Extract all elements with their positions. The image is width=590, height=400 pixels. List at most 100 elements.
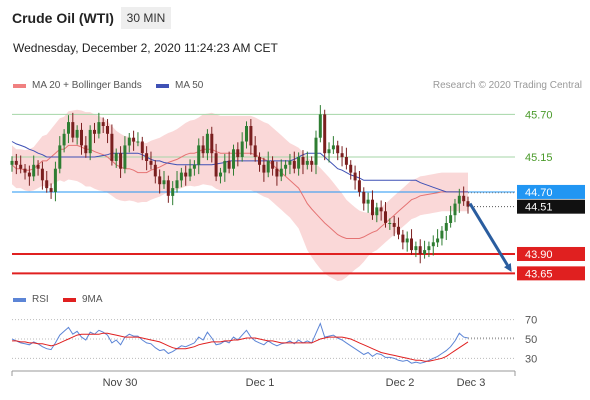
candle-body xyxy=(427,246,431,251)
candle-body xyxy=(371,199,374,216)
candle-body xyxy=(414,246,418,251)
candle-body xyxy=(19,164,23,169)
candle-body xyxy=(440,230,444,239)
candle-body xyxy=(119,153,123,169)
x-tick-label-2: Dec 2 xyxy=(386,377,415,389)
candle-body xyxy=(210,133,214,154)
candle-body xyxy=(179,172,183,181)
level-tag-3 xyxy=(517,246,585,261)
candle-body xyxy=(80,129,83,146)
candle-body xyxy=(279,168,283,177)
candle-body xyxy=(253,145,257,157)
candle-body xyxy=(23,168,27,173)
legend-label-ma20: MA 20 + Bollinger Bands xyxy=(32,80,142,91)
candle-body xyxy=(45,180,49,189)
candle-body xyxy=(188,168,192,177)
candle-body xyxy=(353,172,357,181)
candle-body xyxy=(53,168,57,192)
candle-body xyxy=(405,238,409,243)
last-price-tag-label: 44.51 xyxy=(525,202,553,214)
candle-body xyxy=(171,188,175,196)
candle-body xyxy=(266,160,270,173)
level-tag-label-4: 43.65 xyxy=(525,268,553,280)
candle-body xyxy=(349,164,353,173)
candle-body xyxy=(431,242,435,247)
candle-body xyxy=(258,157,261,165)
candle-body xyxy=(318,114,322,138)
candle-body xyxy=(366,199,370,204)
rsi-tick-label-50: 50 xyxy=(525,334,537,346)
candle-body xyxy=(232,149,235,169)
candle-body xyxy=(158,176,162,185)
candle-body xyxy=(340,153,344,158)
candle-body xyxy=(71,122,75,138)
candle-body xyxy=(197,145,201,165)
timeframe-badge[interactable]: 30 MIN xyxy=(121,7,171,29)
candle-body xyxy=(114,153,118,161)
candle-body xyxy=(401,234,405,243)
candle-body xyxy=(140,141,144,154)
candle-body xyxy=(32,164,36,177)
x-tick-label-3: Dec 3 xyxy=(457,377,486,389)
legend-ma20-bollinger: MA 20 + Bollinger Bands xyxy=(13,80,142,91)
level-tag-label-3: 43.90 xyxy=(525,249,553,261)
candle-body xyxy=(327,149,331,154)
candle-body xyxy=(153,164,157,177)
candle-body xyxy=(149,160,153,165)
forecast-arrow xyxy=(468,202,512,272)
candle-body xyxy=(314,137,318,165)
candle-body xyxy=(162,180,166,185)
legend-swatch-ma50 xyxy=(156,83,169,88)
ma50-line xyxy=(11,141,468,193)
candle-body xyxy=(323,114,327,154)
candle-body xyxy=(236,149,240,158)
candle-body xyxy=(288,160,292,165)
candle-body xyxy=(301,157,305,165)
candle-body xyxy=(388,223,392,224)
level-tag-4 xyxy=(517,266,585,281)
candle-body xyxy=(184,172,188,177)
candle-body xyxy=(101,122,105,126)
legend-rsi: RSI xyxy=(13,294,49,305)
credit-text: Research © 2020 Trading Central xyxy=(432,80,582,91)
candle-body xyxy=(132,137,136,142)
last-price-tag xyxy=(517,199,585,214)
candle-body xyxy=(466,201,470,207)
candle-body xyxy=(127,137,131,146)
candle-body xyxy=(357,180,361,192)
candle-body xyxy=(240,141,244,157)
candle-body xyxy=(75,129,79,138)
candle-body xyxy=(284,164,288,169)
candle-body xyxy=(192,164,196,169)
candle-body xyxy=(310,160,314,165)
candle-body xyxy=(36,164,40,169)
legend-swatch-ma20 xyxy=(13,83,26,88)
candle-body xyxy=(214,153,218,177)
candle-body xyxy=(453,203,457,216)
candle-body xyxy=(379,207,383,212)
x-tick-label-0: Nov 30 xyxy=(103,377,138,389)
candle-body xyxy=(410,238,413,251)
candle-body xyxy=(145,153,149,161)
candle-body xyxy=(444,223,448,231)
candle-body xyxy=(14,160,18,165)
datetime-label: Wednesday, December 2, 2020 11:24:23 AM … xyxy=(13,41,278,55)
legend-9ma: 9MA xyxy=(63,294,103,305)
candle-body xyxy=(27,172,31,177)
legend-label-9ma: 9MA xyxy=(82,294,103,305)
candle-body xyxy=(249,126,253,146)
candle-body xyxy=(136,141,140,143)
candle-body xyxy=(262,164,266,173)
candle-body xyxy=(223,160,227,173)
level-tag-label-2: 44.70 xyxy=(525,187,553,199)
candles-group xyxy=(10,105,470,264)
candle-body xyxy=(110,133,114,161)
level-label-1: 45.15 xyxy=(525,152,553,164)
candle-body xyxy=(305,160,309,165)
candle-body xyxy=(297,157,301,169)
candle-body xyxy=(40,168,44,181)
rsi-tick-label-70: 70 xyxy=(525,315,537,327)
candle-body xyxy=(227,160,231,169)
